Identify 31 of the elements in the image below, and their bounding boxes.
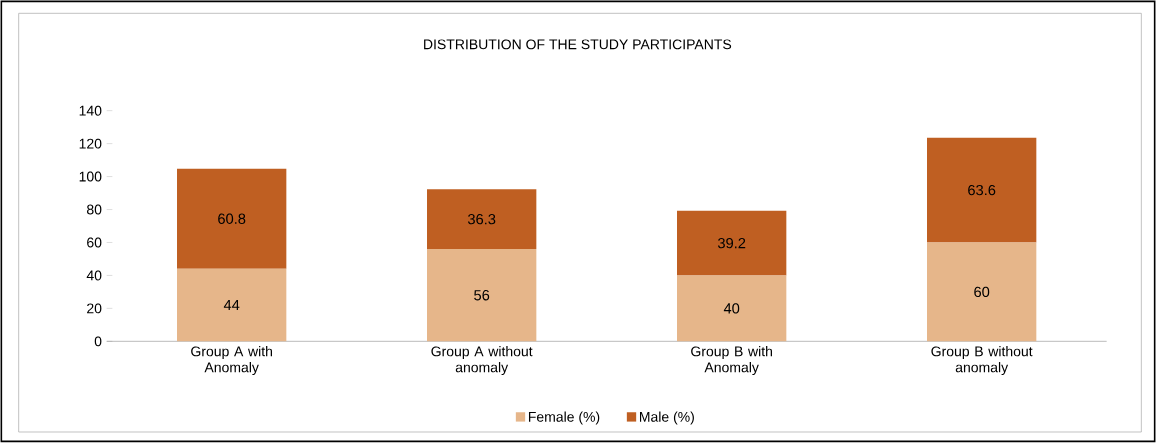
bar [927, 242, 1037, 342]
data-label: 60.8 [218, 213, 246, 225]
legend-label: Male (%) [639, 411, 694, 425]
data-label: 36.3 [467, 214, 496, 225]
x-tick-label: Group B with Anomaly [691, 346, 772, 376]
data-label: 39.2 [717, 238, 746, 249]
bar [427, 249, 537, 342]
chart-title: DISTRIBUTION OF THE STUDY PARTICIPANTS [424, 39, 732, 50]
y-tick-label: 140 [79, 105, 102, 116]
bar [677, 211, 787, 276]
bar [677, 275, 787, 342]
y-tick-label: 40 [86, 270, 102, 281]
y-tick-label: 120 [79, 138, 102, 149]
y-tick-label: 0 [94, 336, 102, 347]
data-label: 56 [474, 290, 490, 301]
x-tick-label: Group A with Anomaly [191, 346, 272, 376]
data-label: 63.6 [968, 185, 996, 196]
y-tick-label: 20 [87, 303, 102, 314]
y-tick-label: 100 [79, 171, 102, 182]
bar [927, 137, 1037, 243]
x-tick-label: Group B without anomaly [931, 346, 1033, 376]
legend-label: Female (%) [528, 411, 600, 425]
x-tick-label: Group A without anomaly [431, 346, 533, 376]
data-label: 60 [974, 286, 990, 298]
data-label: 44 [223, 300, 240, 311]
bar [177, 168, 287, 269]
y-tick-label: 60 [87, 237, 102, 248]
bar [427, 189, 537, 250]
data-label: 40 [723, 303, 740, 314]
bar [177, 269, 287, 342]
y-tick-label: 80 [87, 204, 102, 215]
